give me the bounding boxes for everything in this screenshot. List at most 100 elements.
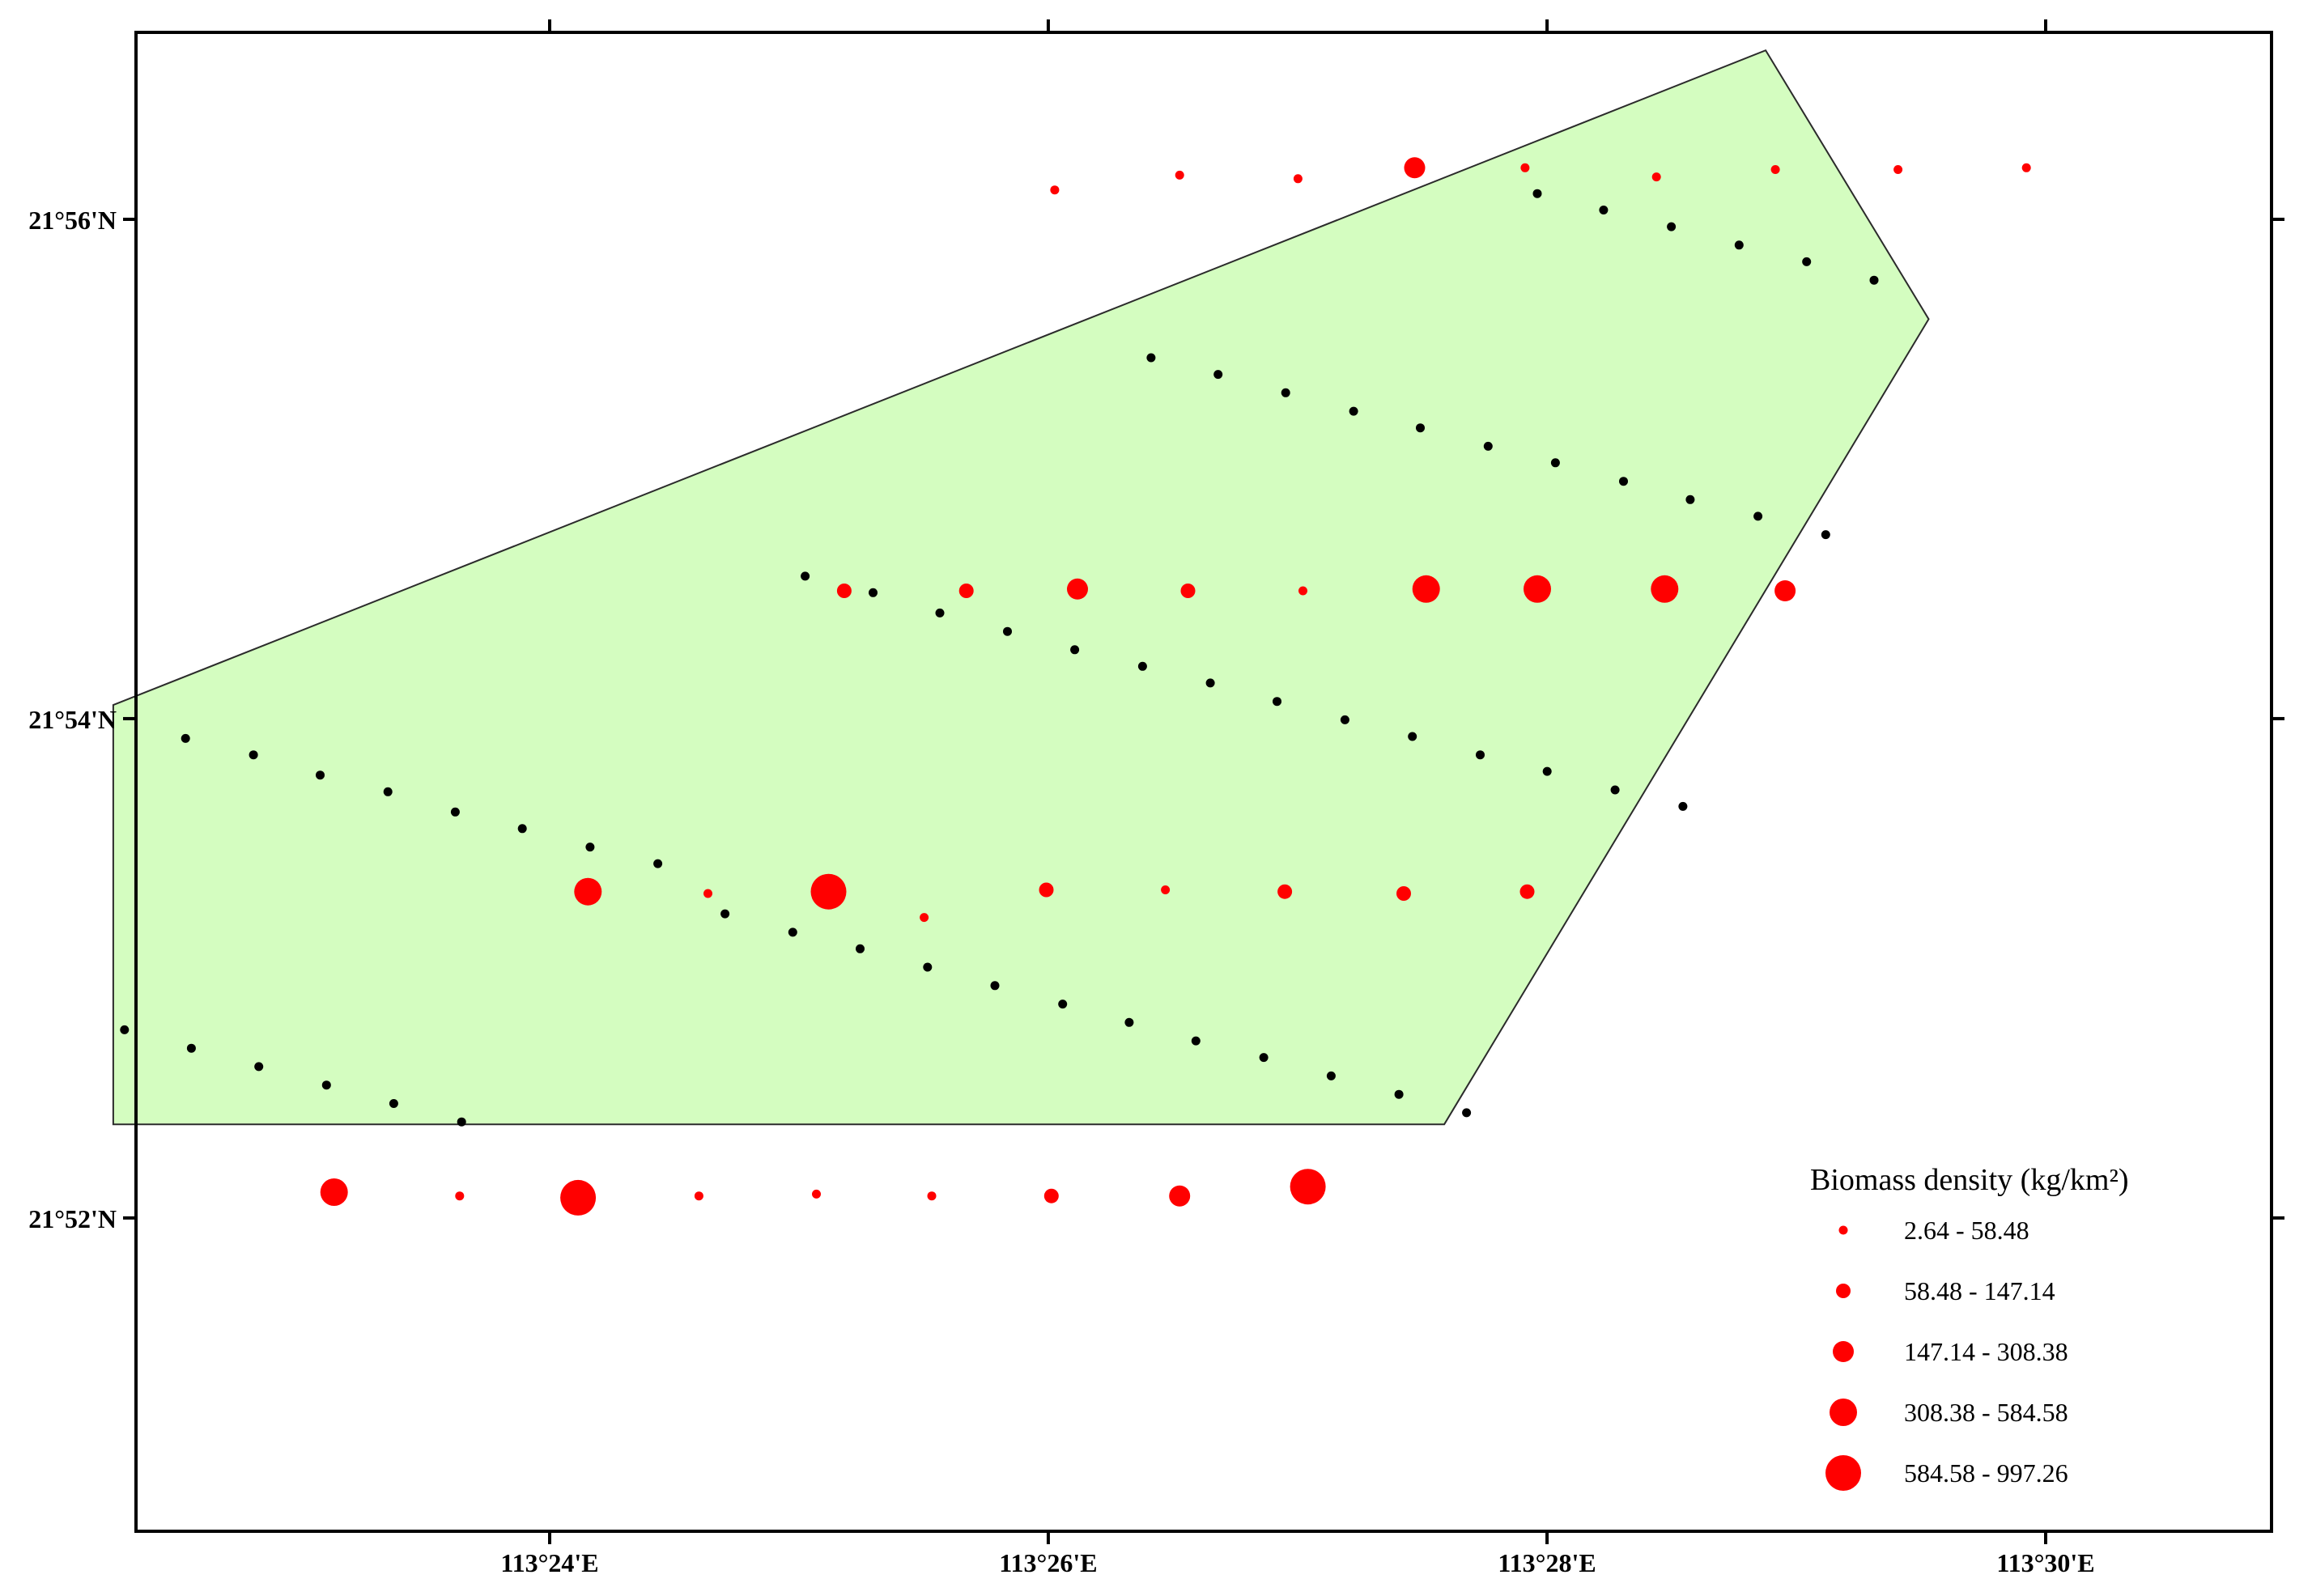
- biomass-point: [810, 873, 847, 910]
- grid-point: [1667, 222, 1677, 231]
- biomass-point: [812, 1189, 821, 1199]
- biomass-point: [1290, 1169, 1326, 1205]
- grid-point: [1191, 1036, 1201, 1046]
- grid-point: [249, 750, 258, 760]
- grid-point: [1273, 697, 1281, 707]
- grid-point: [1869, 275, 1879, 285]
- biomass-point: [1169, 1185, 1191, 1207]
- biomass-point: [927, 1191, 937, 1201]
- biomass-point: [1050, 185, 1060, 195]
- biomass-point: [1067, 578, 1088, 600]
- legend-symbol: [1825, 1455, 1861, 1491]
- grid-point: [120, 1025, 130, 1034]
- biomass-point: [920, 913, 929, 923]
- grid-point: [457, 1117, 466, 1127]
- grid-point: [1003, 626, 1012, 636]
- grid-point: [869, 588, 878, 597]
- lon-tick-label: 113°24'E: [500, 1548, 598, 1577]
- grid-point: [316, 770, 325, 780]
- grid-point: [1058, 1000, 1068, 1009]
- biomass-point: [320, 1178, 348, 1206]
- grid-point: [1349, 406, 1358, 416]
- biomass-point: [958, 584, 974, 598]
- biomass-point: [1161, 885, 1171, 894]
- grid-point: [383, 787, 393, 796]
- legend: Biomass density (kg/km²) 2.64 - 58.48 58.…: [1785, 1141, 2238, 1513]
- grid-point: [450, 807, 460, 817]
- grid-point: [1408, 732, 1417, 741]
- grid-point: [254, 1062, 264, 1072]
- grid-point: [856, 944, 865, 953]
- biomass-point: [1893, 165, 1903, 174]
- legend-item-label: 58.48 - 147.14: [1904, 1276, 2055, 1305]
- grid-point: [1734, 240, 1744, 250]
- biomass-point: [1396, 886, 1411, 901]
- axis-ticks-layer: 113°24'E 113°26'E 113°28'E 113°30'E 21°56'N 2…: [28, 19, 2284, 1577]
- grid-point: [1532, 189, 1542, 198]
- grid-point: [720, 909, 730, 919]
- legend-item-label: 308.38 - 584.58: [1904, 1398, 2068, 1427]
- lon-tick-label: 113°30'E: [1996, 1548, 2094, 1577]
- study-area-polygon: [112, 49, 1930, 1126]
- biomass-point: [1293, 174, 1303, 184]
- grid-point: [1821, 530, 1830, 540]
- biomass-point: [1774, 580, 1796, 601]
- biomass-point: [1519, 884, 1535, 899]
- grid-point: [653, 859, 663, 868]
- grid-point: [1599, 206, 1609, 214]
- grid-point: [1416, 423, 1425, 433]
- legend-background: [1785, 1141, 2238, 1513]
- biomass-point: [560, 1179, 597, 1216]
- grid-point: [1259, 1053, 1269, 1063]
- grid-point: [1802, 257, 1812, 266]
- biomass-point: [1651, 575, 1679, 603]
- grid-point: [517, 824, 527, 834]
- grid-point: [1124, 1017, 1134, 1027]
- grid-point: [181, 733, 190, 743]
- legend-title: Biomass density (kg/km²): [1810, 1163, 2129, 1197]
- biomass-point: [1404, 157, 1426, 179]
- biomass-point: [2021, 163, 2031, 172]
- biomass-point: [836, 584, 852, 598]
- legend-item-label: 147.14 - 308.38: [1904, 1337, 2068, 1366]
- biomass-point: [1180, 584, 1196, 598]
- grid-point: [389, 1099, 398, 1108]
- lat-tick-label: 21°56'N: [28, 206, 117, 235]
- legend-item-label: 2.64 - 58.48: [1904, 1216, 2029, 1245]
- biomass-points-layer: [320, 157, 2031, 1216]
- biomass-point: [1520, 163, 1530, 172]
- grid-point: [788, 927, 797, 937]
- biomass-point: [1770, 165, 1780, 174]
- grid-point: [1483, 441, 1493, 451]
- grid-point: [1550, 458, 1560, 468]
- grid-point: [990, 981, 1000, 991]
- biomass-point: [1524, 575, 1551, 603]
- grid-points-layer: [120, 189, 1879, 1127]
- biomass-point: [1651, 172, 1661, 182]
- grid-point: [186, 1043, 196, 1053]
- grid-point: [585, 843, 595, 852]
- biomass-point: [1412, 575, 1440, 603]
- grid-point: [1281, 388, 1290, 397]
- grid-point: [1137, 661, 1147, 671]
- grid-point: [1070, 645, 1080, 655]
- biomass-point: [1298, 586, 1307, 596]
- grid-point: [935, 608, 945, 618]
- legend-items: 2.64 - 58.48 58.48 - 147.14 147.14 - 308.3…: [1825, 1216, 2068, 1491]
- lat-tick-label: 21°52'N: [28, 1204, 117, 1233]
- grid-point: [1619, 477, 1628, 486]
- grid-point: [1205, 678, 1215, 688]
- grid-point: [1476, 750, 1485, 760]
- grid-point: [1340, 715, 1349, 724]
- grid-point: [1753, 511, 1763, 521]
- biomass-point: [1043, 1188, 1059, 1203]
- grid-point: [1213, 370, 1223, 380]
- legend-item-label: 584.58 - 997.26: [1904, 1458, 2068, 1488]
- legend-symbol: [1833, 1341, 1854, 1362]
- grid-point: [1394, 1089, 1404, 1099]
- lon-tick-label: 113°26'E: [999, 1548, 1097, 1577]
- grid-point: [321, 1080, 331, 1090]
- grid-point: [801, 571, 810, 581]
- grid-point: [1462, 1108, 1472, 1118]
